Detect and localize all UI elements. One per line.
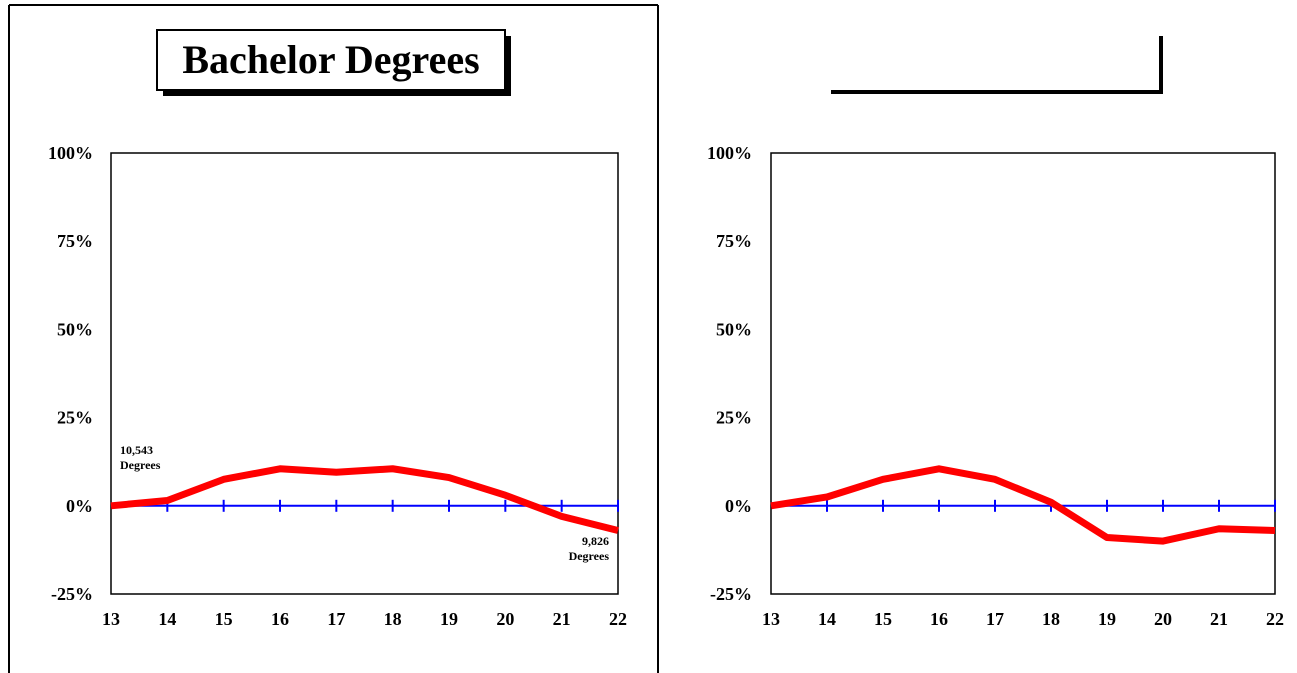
left-xtick-label: 13 xyxy=(102,609,120,629)
right-xtick-label: 15 xyxy=(874,609,892,629)
right-xtick-label: 17 xyxy=(986,609,1004,629)
right-xtick-label: 18 xyxy=(1042,609,1060,629)
left-xtick-label: 16 xyxy=(271,609,289,629)
right-ytick-label: 25% xyxy=(716,408,752,428)
left-annotation-value: 9,826 xyxy=(582,534,609,548)
left-ytick-label: 75% xyxy=(57,231,93,251)
left-xtick-label: 18 xyxy=(384,609,402,629)
left-plot-area xyxy=(110,152,619,595)
left-ytick-label: 25% xyxy=(57,408,93,428)
left-line-chart: 100% 75% 50% 25% 0% -25% 13 14 15 16 17 18 19 20 21 22 1… xyxy=(48,143,627,629)
left-chart-title: Bachelor Degrees xyxy=(182,37,479,82)
left-xtick-label: 19 xyxy=(440,609,458,629)
right-xtick-label: 22 xyxy=(1266,609,1284,629)
right-ytick-label: 100% xyxy=(707,143,752,163)
left-title-box: Bachelor Degrees xyxy=(156,29,511,96)
left-ytick-label: -25% xyxy=(51,584,93,604)
left-annotation-value: 10,543 xyxy=(120,443,153,457)
right-xtick-label: 21 xyxy=(1210,609,1228,629)
left-xtick-label: 15 xyxy=(215,609,233,629)
left-ytick-label: 50% xyxy=(57,319,93,339)
left-xtick-label: 20 xyxy=(496,609,514,629)
right-ytick-label: 0% xyxy=(725,496,752,516)
right-ytick-label: -25% xyxy=(710,584,752,604)
right-line-chart: 100% 75% 50% 25% 0% -25% 13 14 15 16 17 18 19 20 21 22 xyxy=(707,143,1284,629)
right-ytick-label: 75% xyxy=(716,231,752,251)
left-xtick-label: 14 xyxy=(158,609,176,629)
right-series-line xyxy=(770,465,1276,545)
right-xtick-label: 16 xyxy=(930,609,948,629)
right-ytick-label: 50% xyxy=(716,319,752,339)
right-plot-area xyxy=(770,152,1276,595)
left-ytick-label: 100% xyxy=(48,143,93,163)
right-xtick-label: 14 xyxy=(818,609,836,629)
right-xtick-label: 13 xyxy=(762,609,780,629)
right-xtick-label: 20 xyxy=(1154,609,1172,629)
right-xtick-label: 19 xyxy=(1098,609,1116,629)
left-xtick-label: 21 xyxy=(553,609,571,629)
left-annotation-unit: Degrees xyxy=(120,458,161,472)
left-series-line xyxy=(110,465,619,534)
left-xtick-label: 22 xyxy=(609,609,627,629)
left-annotation-unit: Degrees xyxy=(569,549,610,563)
left-title-frame xyxy=(156,29,506,91)
right-title-box xyxy=(831,36,1163,94)
left-ytick-label: 0% xyxy=(66,496,93,516)
left-xtick-label: 17 xyxy=(327,609,345,629)
